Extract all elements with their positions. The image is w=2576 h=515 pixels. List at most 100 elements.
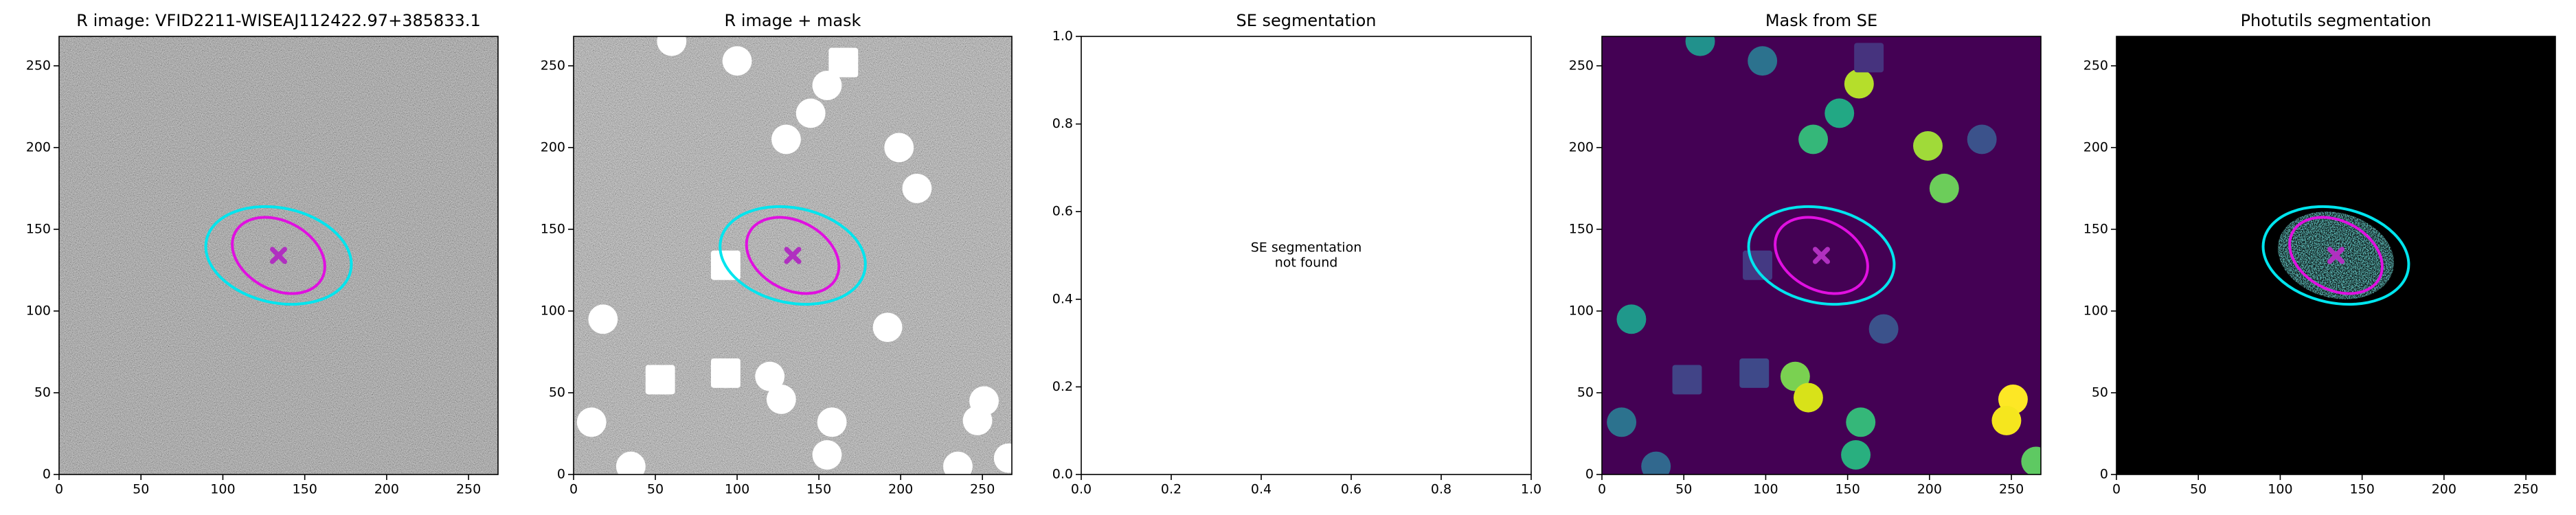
mask-circle [1641,451,1671,474]
chart-title: Photutils segmentation [2241,11,2432,30]
mask-circle [1748,46,1778,76]
x-tick-label: 0.6 [1341,482,1362,497]
mask-circle [588,304,618,334]
aperture-ellipse [231,216,326,295]
x-tick-label: 0 [2112,482,2121,497]
x-tick-label: 250 [2513,482,2538,497]
mask-circle [1607,407,1637,437]
mask-circle [817,407,847,437]
panel: 0 50 100 150 200 250 0 50 100 150 200 250 Mask from … [1569,11,2042,497]
aperture-ellipse [1747,205,1896,306]
x-tick-label: 150 [2350,482,2375,497]
annotation: not found [1275,255,1338,271]
mask-circle [1991,405,2022,435]
y-tick-label: 150 [1569,221,1594,236]
mask-circle [1793,382,1823,413]
x-tick-label: 1.0 [1521,482,1541,497]
x-tick-label: 50 [133,482,149,497]
plot-area [1602,36,2041,474]
chart-title: R image: VFID2211-WISEAJ112422.97+385833… [76,11,480,30]
y-tick-label: 0 [557,467,565,482]
x-tick-label: 200 [374,482,399,497]
y-tick-label: 50 [1577,385,1594,400]
mask-circle [755,361,785,391]
y-tick-label: 0 [1585,467,1594,482]
x-tick-label: 0 [55,482,63,497]
center-marker [784,247,802,264]
aperture-ellipse [719,205,867,306]
x-tick-label: 0 [569,482,578,497]
panel: SE segmentation not found 0.0 0.2 0.4 0.6 0.8 1… [1052,11,1541,497]
mask-circle [1967,124,1997,154]
x-tick-label: 200 [1917,482,1942,497]
mask-circle [902,173,932,203]
x-tick-label: 250 [1999,482,2024,497]
x-tick-label: 150 [806,482,831,497]
mask-circle [1685,36,1715,56]
mask-circle [1798,124,1829,154]
mask-circle [884,133,914,163]
mask-circle [1841,439,1871,470]
panel: 0 50 100 150 200 250 0 50 100 150 200 250 R image: V… [26,11,499,497]
center-marker [2327,247,2345,264]
mask-circle [1844,69,1874,99]
y-tick-label: 0.8 [1052,116,1073,131]
x-tick-label: 200 [888,482,913,497]
mask-circle [943,451,973,474]
axes-frame [573,36,1013,475]
mask-circle [615,451,646,474]
x-tick-label: 0.2 [1161,482,1182,497]
mask-circle [2021,446,2041,474]
y-tick-label: 150 [2083,221,2108,236]
plot-area [574,36,1012,474]
x-tick-label: 150 [1835,482,1860,497]
mask-square [1743,250,1772,280]
x-tick-label: 150 [293,482,317,497]
mask-circle [766,385,796,414]
x-tick-label: 250 [456,482,481,497]
x-tick-label: 0.0 [1071,482,1092,497]
panel: 0 50 100 150 200 250 0 50 100 150 200 250 Photutils … [2083,11,2556,497]
mask-square [828,47,859,78]
y-tick-label: 0.6 [1052,204,1073,219]
mask-circle [722,46,752,76]
panel: 0 50 100 150 200 250 0 50 100 150 200 250 R image + … [541,11,1013,497]
mask-square [1739,358,1770,388]
x-tick-label: 250 [970,482,995,497]
mask-circle [872,312,903,343]
center-marker [270,247,287,264]
y-tick-label: 250 [1569,58,1594,73]
y-tick-label: 200 [26,139,51,154]
mask-square [645,365,675,395]
mask-circle [1929,173,1959,203]
axes-frame [2116,36,2556,475]
y-tick-label: 0 [2100,467,2108,482]
x-tick-label: 0.8 [1431,482,1451,497]
mask-circle [1846,407,1876,437]
x-tick-label: 0 [1598,482,1606,497]
chart-title: R image + mask [725,11,861,30]
mask-square [710,358,741,388]
chart-title: SE segmentation [1236,11,1377,30]
mask-circle [1780,361,1810,391]
y-tick-label: 100 [1569,303,1594,318]
y-tick-label: 1.0 [1052,29,1073,44]
y-tick-label: 200 [541,139,565,154]
y-tick-label: 150 [541,221,565,236]
x-tick-label: 100 [210,482,235,497]
x-tick-label: 50 [647,482,664,497]
mask-square [1672,365,1702,395]
mask-circle [795,98,826,128]
plot-area [59,36,498,474]
y-tick-label: 50 [2092,385,2108,400]
aperture-ellipse [1774,216,1869,295]
x-tick-label: 100 [725,482,749,497]
x-tick-label: 0.4 [1251,482,1272,497]
x-tick-label: 200 [2432,482,2456,497]
mask-circle [1868,314,1899,344]
aperture-ellipse [745,216,841,295]
x-tick-label: 50 [1675,482,1692,497]
y-tick-label: 0.2 [1052,379,1073,394]
